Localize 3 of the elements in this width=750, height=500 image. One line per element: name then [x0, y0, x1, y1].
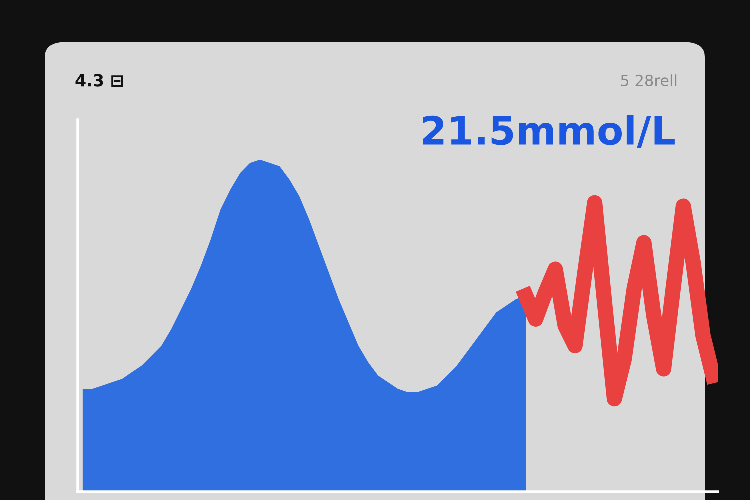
chart-subtitle: 5 28rell: [621, 74, 677, 86]
text: 21.5mmol/L: [423, 115, 675, 148]
chart-title: 4.3 ⊟: [76, 74, 124, 88]
